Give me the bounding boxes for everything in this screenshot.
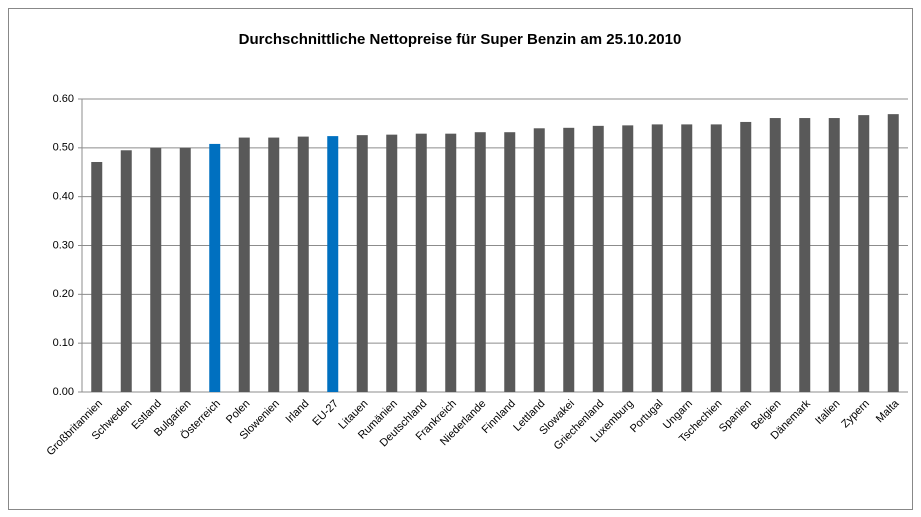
y-tick-label: 0.40	[53, 191, 74, 203]
bar	[356, 135, 368, 393]
bar	[445, 133, 457, 392]
bar	[592, 125, 604, 392]
bar	[179, 147, 191, 392]
bar	[150, 147, 162, 392]
bar	[563, 127, 575, 392]
bar	[858, 115, 870, 393]
bar	[268, 137, 280, 392]
bar	[799, 118, 811, 393]
bar	[681, 124, 693, 392]
bar	[209, 143, 221, 392]
chart-title: Durchschnittliche Nettopreise für Super …	[239, 31, 682, 48]
bar	[828, 118, 840, 393]
y-tick-label: 0.20	[53, 288, 74, 300]
bar	[504, 132, 516, 392]
bar	[238, 137, 250, 392]
bar	[710, 124, 722, 392]
y-tick-label: 0.30	[53, 239, 74, 251]
bar	[91, 161, 103, 392]
bar	[415, 133, 427, 392]
bar	[622, 125, 634, 393]
bar	[327, 136, 339, 392]
bar	[887, 114, 899, 392]
bar	[120, 150, 132, 392]
bar	[297, 136, 309, 392]
bar	[769, 118, 781, 393]
y-tick-label: 0.10	[53, 337, 74, 349]
bar	[474, 132, 486, 392]
bar	[386, 134, 398, 393]
bar	[651, 124, 663, 392]
y-tick-label: 0.60	[53, 93, 74, 105]
bar	[740, 121, 752, 393]
y-tick-label: 0.00	[53, 386, 74, 398]
bar	[533, 128, 545, 393]
y-tick-label: 0.50	[53, 142, 74, 154]
